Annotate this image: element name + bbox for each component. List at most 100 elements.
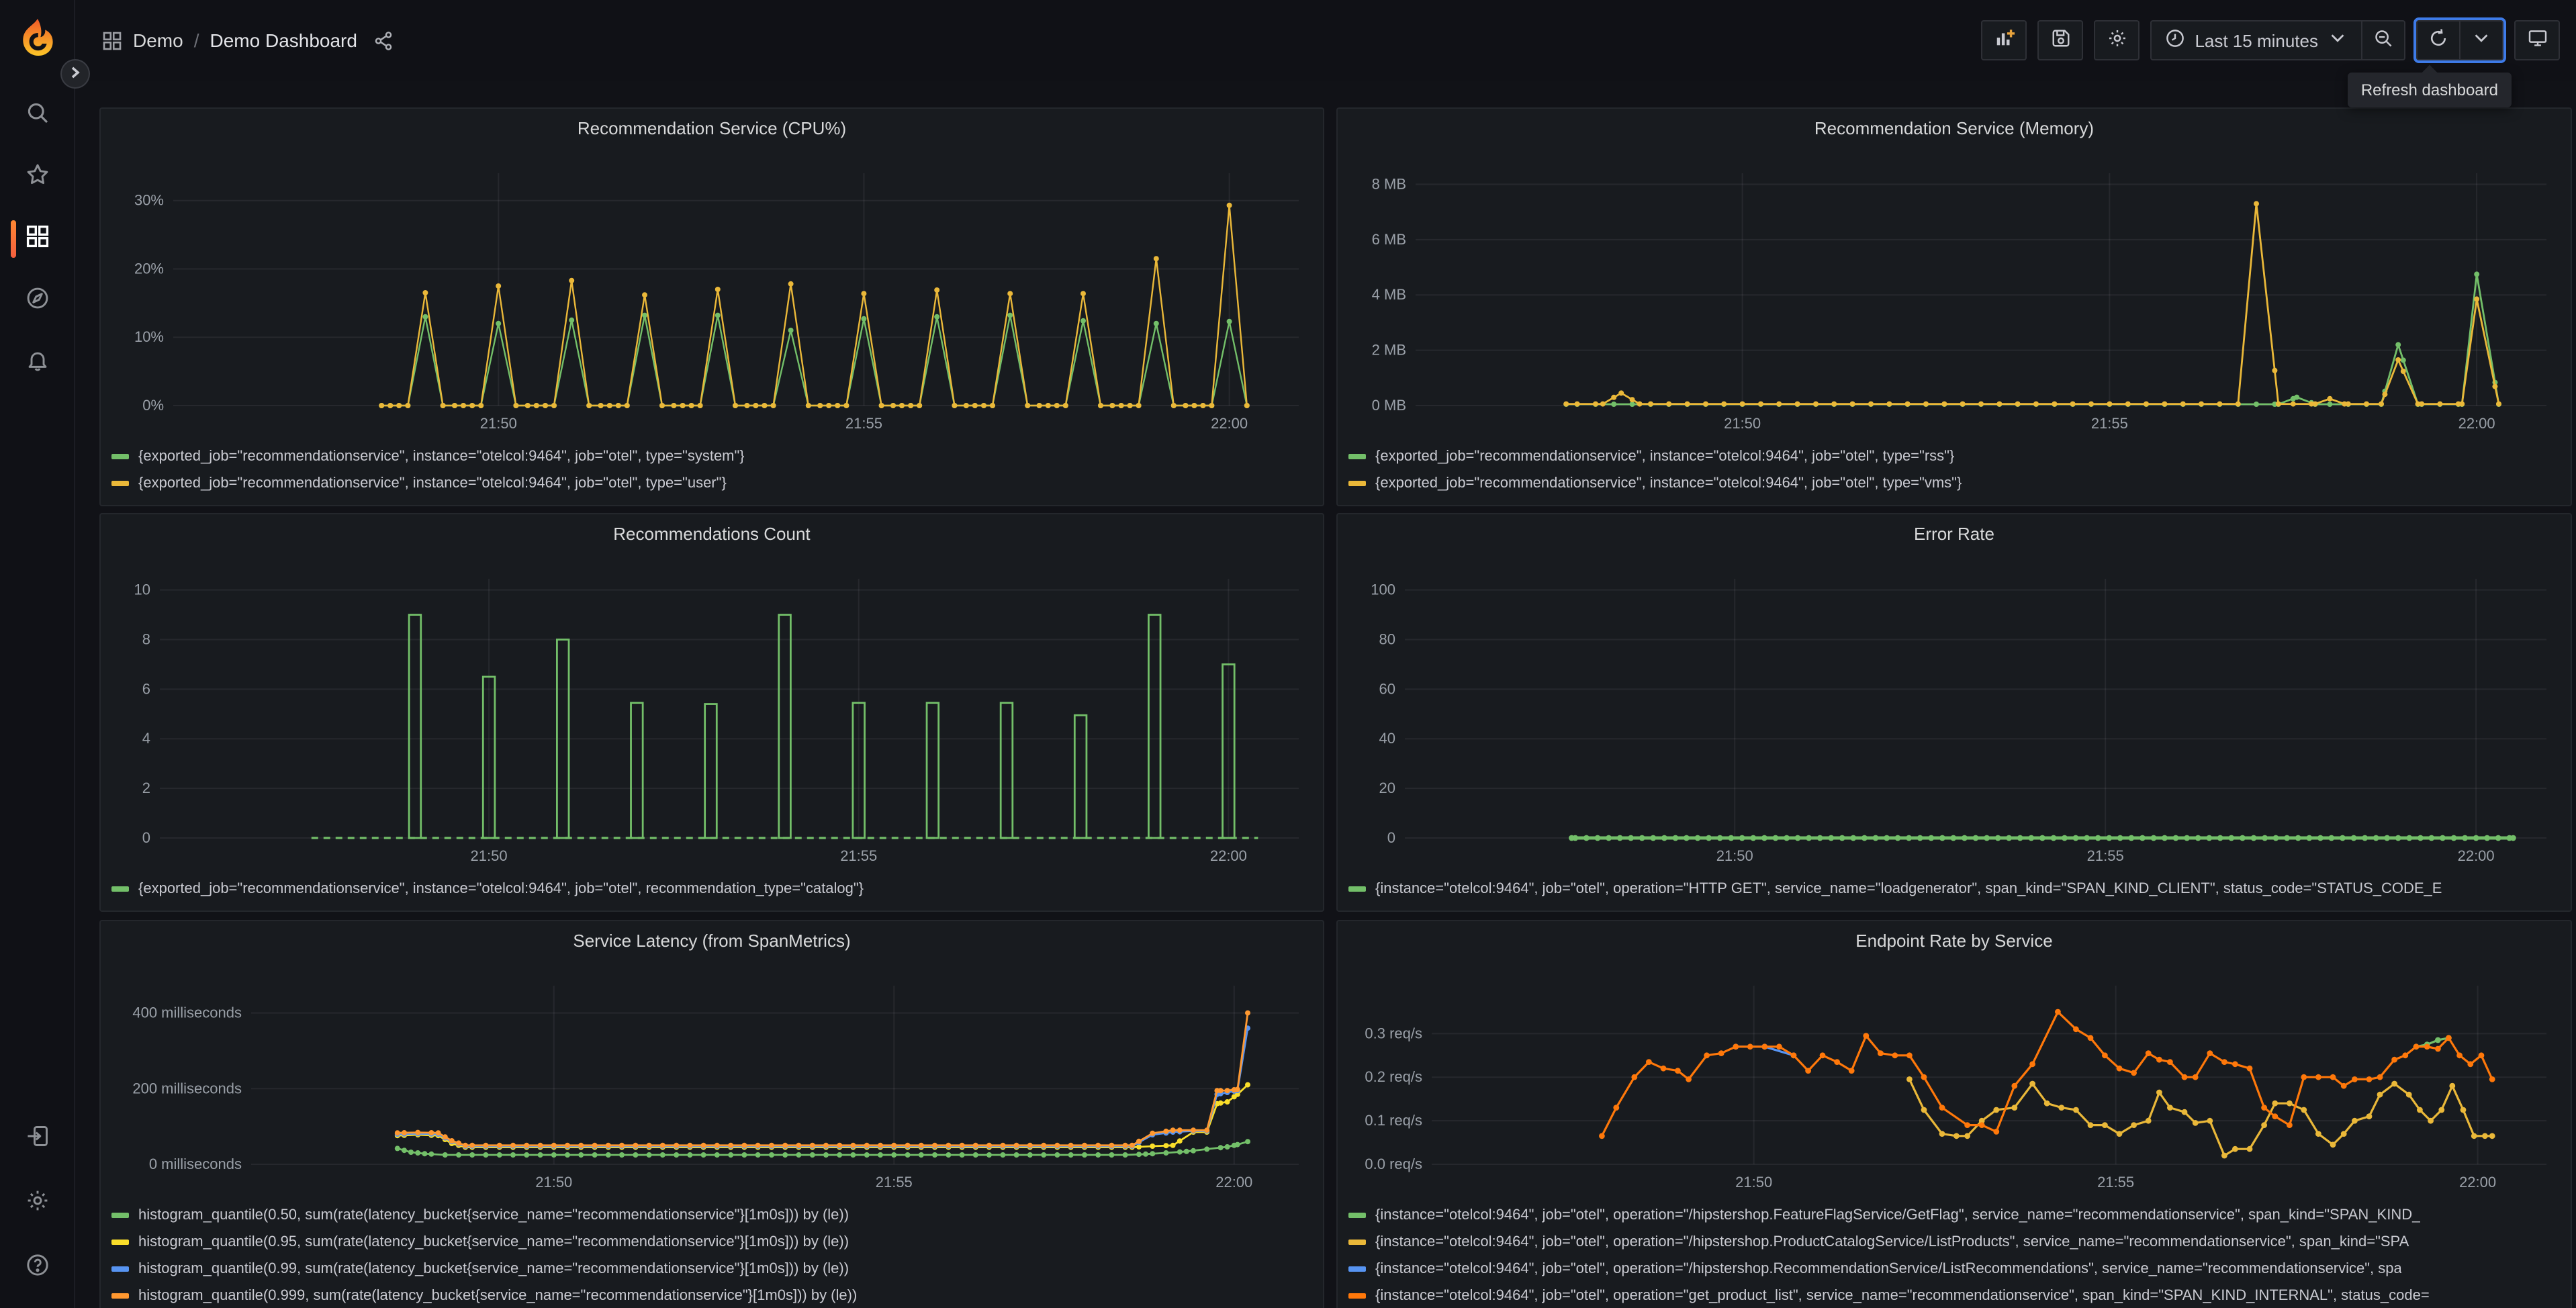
sidebar-item-dashboards[interactable]	[0, 218, 75, 261]
legend-item[interactable]: {instance="otelcol:9464", job="otel", op…	[1348, 1282, 2560, 1308]
cycle-view-mode-button[interactable]	[2514, 20, 2560, 60]
panel-header[interactable]: Recommendation Service (Memory)	[1338, 109, 2571, 146]
refresh-dashboard-button[interactable]	[2418, 21, 2459, 59]
svg-text:40: 40	[1379, 730, 1395, 747]
error-rate-chart[interactable]: 0 20 40 60 80 100 21:50 21:55 22:00	[1348, 552, 2560, 873]
panel-header[interactable]: Recommendation Service (CPU%)	[101, 109, 1323, 146]
svg-text:200 milliseconds: 200 milliseconds	[132, 1080, 242, 1096]
dashboard-grid: Recommendation Service (CPU%) 0% 10% 20% 30…	[75, 81, 2576, 1308]
sidebar	[0, 0, 75, 1308]
sidebar-item-search[interactable]	[0, 94, 75, 137]
svg-text:21:55: 21:55	[876, 1174, 913, 1190]
panel-header[interactable]: Recommendations Count	[101, 514, 1323, 552]
svg-text:0 MB: 0 MB	[1372, 397, 1406, 414]
svg-text:10: 10	[134, 581, 150, 598]
legend-item[interactable]: {exported_job="recommendationservice", i…	[1348, 470, 2560, 497]
legend-item[interactable]: histogram_quantile(0.99, sum(rate(latenc…	[111, 1256, 1312, 1282]
legend-item[interactable]: {exported_job="recommendationservice", i…	[111, 443, 1312, 470]
dashboards-grid-icon	[25, 224, 49, 254]
svg-text:100: 100	[1371, 581, 1395, 598]
sidebar-item-alerting[interactable]	[0, 341, 75, 384]
legend-label: {exported_job="recommendationservice", i…	[1375, 475, 1962, 492]
service-latency-chart[interactable]: 0 milliseconds 200 milliseconds 400 millis…	[111, 959, 1312, 1199]
chevron-right-icon	[68, 62, 82, 86]
svg-text:2 MB: 2 MB	[1372, 342, 1406, 359]
svg-text:22:00: 22:00	[1215, 1174, 1252, 1190]
panel-recommendations-count: Recommendations Count 0 2 4 6 8 10 21:50 21:55 2…	[99, 513, 1324, 912]
legend-label: {instance="otelcol:9464", job="otel", op…	[1375, 1207, 2421, 1223]
sidebar-item-help[interactable]	[0, 1246, 75, 1289]
svg-text:6: 6	[142, 680, 150, 697]
legend-item[interactable]: histogram_quantile(0.50, sum(rate(latenc…	[111, 1202, 1312, 1229]
share-dashboard-icon[interactable]	[373, 30, 394, 50]
save-dashboard-button[interactable]	[2037, 20, 2084, 60]
legend-color-swatch	[111, 481, 129, 486]
legend-item[interactable]: histogram_quantile(0.95, sum(rate(latenc…	[111, 1229, 1312, 1256]
zoom-out-time-range-button[interactable]	[2362, 21, 2404, 59]
svg-text:21:50: 21:50	[1724, 415, 1761, 432]
legend-color-swatch	[1348, 1240, 1366, 1245]
memory-chart[interactable]: 0 MB 2 MB 4 MB 6 MB 8 MB 21:50 21:55 22:00	[1348, 146, 2560, 440]
svg-text:21:55: 21:55	[2087, 847, 2124, 864]
svg-text:21:55: 21:55	[2097, 1174, 2134, 1190]
legend-item[interactable]: {instance="otelcol:9464", job="otel", op…	[1348, 876, 2560, 902]
cpu-chart[interactable]: 0% 10% 20% 30% 21:50 21:55 22:00	[111, 146, 1312, 440]
legend-label: {instance="otelcol:9464", job="otel", op…	[1375, 1288, 2430, 1304]
panel-header[interactable]: Error Rate	[1338, 514, 2571, 552]
svg-text:0.3 req/s: 0.3 req/s	[1365, 1025, 1422, 1041]
legend-item[interactable]: {instance="otelcol:9464", job="otel", op…	[1348, 1256, 2560, 1282]
grafana-logo[interactable]	[14, 16, 60, 62]
add-panel-button[interactable]	[1981, 20, 2027, 60]
time-range-picker[interactable]: Last 15 minutes	[2152, 21, 2361, 59]
tooltip-refresh-dashboard: Refresh dashboard	[2347, 73, 2512, 107]
sidebar-item-sign-in[interactable]	[0, 1117, 75, 1160]
svg-text:22:00: 22:00	[1210, 847, 1247, 864]
dashboard-actions: Last 15 minutes	[1981, 17, 2560, 63]
legend-label: {exported_job="recommendationservice", i…	[138, 449, 745, 465]
svg-text:10%: 10%	[134, 328, 164, 345]
sidebar-item-explore[interactable]	[0, 279, 75, 322]
help-icon	[25, 1252, 49, 1283]
time-picker-group: Last 15 minutes	[2150, 20, 2405, 60]
cpu-legend: {exported_job="recommendationservice", i…	[111, 443, 1312, 497]
svg-text:0.0 req/s: 0.0 req/s	[1365, 1156, 1422, 1172]
panel-title: Recommendation Service (Memory)	[1814, 118, 2095, 138]
legend-item[interactable]: {exported_job="recommendationservice", i…	[111, 876, 1312, 902]
sidebar-item-configuration[interactable]	[0, 1182, 75, 1225]
legend-label: {exported_job="recommendationservice", i…	[138, 475, 727, 492]
breadcrumb-folder[interactable]: Demo	[133, 30, 183, 51]
legend-item[interactable]: {exported_job="recommendationservice", i…	[1348, 443, 2560, 470]
svg-text:8: 8	[142, 630, 150, 647]
legend-label: {instance="otelcol:9464", job="otel", op…	[1375, 881, 2442, 897]
zoom-out-icon	[2373, 28, 2393, 52]
recommendations-count-chart[interactable]: 0 2 4 6 8 10 21:50 21:55 22:00	[111, 552, 1312, 873]
sidebar-expand-button[interactable]	[60, 59, 90, 89]
refresh-interval-dropdown[interactable]	[2460, 21, 2502, 59]
legend-color-swatch	[1348, 1293, 1366, 1299]
legend-item[interactable]: histogram_quantile(0.999, sum(rate(laten…	[111, 1282, 1312, 1308]
svg-text:6 MB: 6 MB	[1372, 231, 1406, 248]
panel-service-latency: Service Latency (from SpanMetrics) 0 mil…	[99, 920, 1324, 1308]
legend-item[interactable]: {exported_job="recommendationservice", i…	[111, 470, 1312, 497]
panel-header[interactable]: Service Latency (from SpanMetrics)	[101, 921, 1323, 959]
svg-text:8 MB: 8 MB	[1372, 175, 1406, 192]
legend-label: {instance="otelcol:9464", job="otel", op…	[1375, 1234, 2409, 1250]
sidebar-item-starred[interactable]	[0, 156, 75, 199]
endpoint-rate-legend: {instance="otelcol:9464", job="otel", op…	[1348, 1202, 2560, 1308]
save-icon	[2050, 28, 2070, 52]
panel-title: Recommendations Count	[613, 523, 811, 543]
legend-item[interactable]: {instance="otelcol:9464", job="otel", op…	[1348, 1229, 2560, 1256]
legend-label: {instance="otelcol:9464", job="otel", op…	[1375, 1261, 2402, 1277]
breadcrumb-separator: /	[193, 30, 199, 51]
svg-text:22:00: 22:00	[1211, 415, 1248, 432]
panel-header[interactable]: Endpoint Rate by Service	[1338, 921, 2571, 959]
svg-text:0%: 0%	[142, 397, 164, 414]
legend-color-swatch	[111, 1293, 129, 1299]
refresh-icon	[2428, 28, 2448, 52]
legend-item[interactable]: {instance="otelcol:9464", job="otel", op…	[1348, 1202, 2560, 1229]
panel-recommendation-service-cpu: Recommendation Service (CPU%) 0% 10% 20% 30…	[99, 107, 1324, 506]
endpoint-rate-chart[interactable]: 0.0 req/s 0.1 req/s 0.2 req/s 0.3 req/s 21:5…	[1348, 959, 2560, 1199]
search-icon	[25, 100, 49, 131]
dashboard-settings-button[interactable]	[2094, 20, 2140, 60]
